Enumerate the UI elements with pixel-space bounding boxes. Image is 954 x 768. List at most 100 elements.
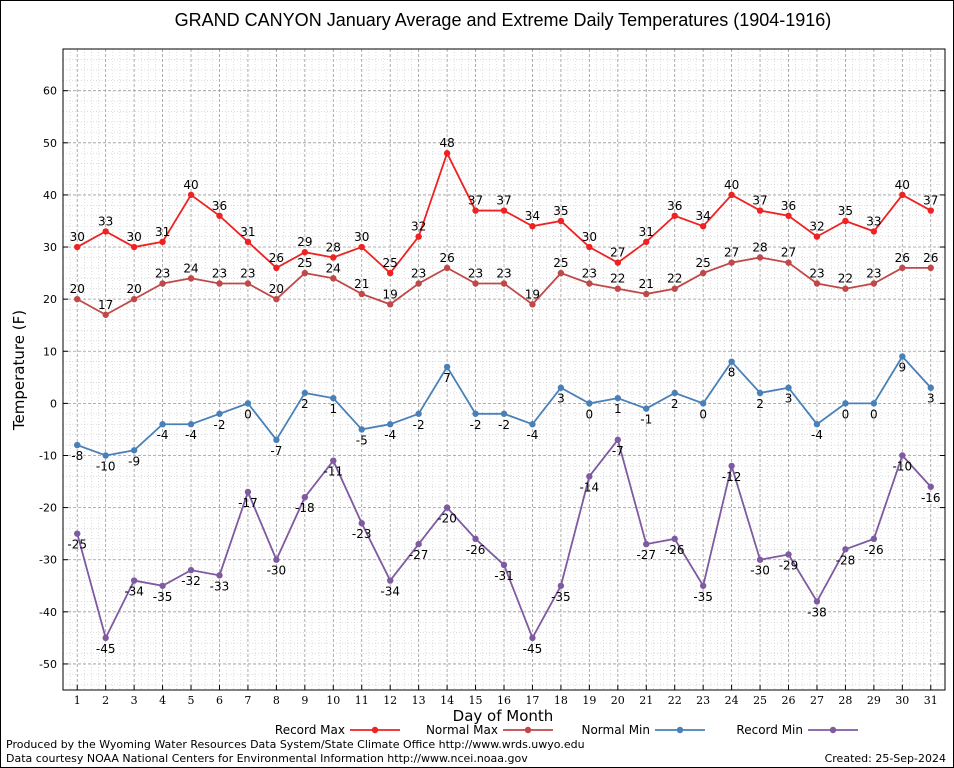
data-label: -7 xyxy=(270,444,282,458)
y-tick-label: -50 xyxy=(39,658,57,671)
data-label: 27 xyxy=(610,246,625,260)
data-point xyxy=(301,249,309,256)
data-point xyxy=(586,280,593,287)
data-label: 17 xyxy=(98,298,113,312)
legend-swatch-marker xyxy=(676,726,684,734)
y-tick-label: 10 xyxy=(43,345,57,358)
data-label: 9 xyxy=(899,360,907,374)
data-point xyxy=(358,243,365,251)
data-label: -5 xyxy=(356,433,368,447)
legend-label: Normal Max xyxy=(426,723,498,737)
data-point xyxy=(330,457,337,464)
y-tick-label: 20 xyxy=(43,293,57,306)
data-point xyxy=(273,436,280,444)
data-label: -38 xyxy=(807,605,827,619)
data-label: 2 xyxy=(756,397,764,411)
data-point xyxy=(614,394,622,402)
data-point xyxy=(870,400,878,407)
data-label: -45 xyxy=(523,642,543,656)
data-point xyxy=(472,535,479,543)
data-label: -25 xyxy=(67,538,87,552)
data-label: -10 xyxy=(96,459,116,473)
data-label: 31 xyxy=(240,225,255,239)
data-point xyxy=(756,254,764,261)
data-label: -2 xyxy=(470,418,482,432)
data-point xyxy=(899,353,906,360)
data-point xyxy=(728,191,735,199)
data-label: 20 xyxy=(126,282,141,296)
data-label: 23 xyxy=(809,267,824,281)
data-label: -9 xyxy=(128,454,140,468)
data-label: 33 xyxy=(98,214,113,228)
data-point xyxy=(500,410,508,417)
data-label: 30 xyxy=(582,230,597,244)
legend: Record Max Normal Max Normal Min Record Min xyxy=(275,723,858,737)
data-point xyxy=(643,238,650,246)
data-point xyxy=(301,493,309,501)
data-point xyxy=(102,228,109,235)
data-point xyxy=(273,264,280,272)
legend-label: Record Min xyxy=(736,723,803,737)
grid xyxy=(62,48,946,690)
x-tick-label: 26 xyxy=(782,694,796,707)
data-label: -26 xyxy=(665,543,685,557)
data-point xyxy=(927,264,934,272)
y-tick-label: 60 xyxy=(43,85,57,98)
data-point xyxy=(927,207,934,214)
data-label: -29 xyxy=(779,559,799,573)
data-label: 37 xyxy=(496,194,511,208)
data-point xyxy=(813,598,821,605)
data-label: 0 xyxy=(699,407,707,421)
data-point xyxy=(671,389,678,397)
x-tick-label: 15 xyxy=(469,694,483,707)
x-tick-label: 29 xyxy=(867,694,881,707)
data-point xyxy=(244,488,252,496)
data-point xyxy=(472,207,479,214)
data-label: -2 xyxy=(213,418,225,432)
data-label: -27 xyxy=(636,548,656,562)
data-label: 22 xyxy=(667,272,682,286)
data-label: 23 xyxy=(468,267,483,281)
x-tick-label: 11 xyxy=(355,694,369,707)
data-label: -30 xyxy=(750,564,770,578)
data-label: -27 xyxy=(409,548,429,562)
data-point xyxy=(643,540,650,548)
data-label: -4 xyxy=(157,428,169,442)
data-point xyxy=(756,389,764,397)
data-point xyxy=(699,400,707,407)
x-tick-label: 2 xyxy=(102,694,109,707)
data-label: 23 xyxy=(496,267,511,281)
data-point xyxy=(159,280,166,287)
data-point xyxy=(130,295,138,303)
data-point xyxy=(273,295,280,303)
data-label: 40 xyxy=(724,178,739,192)
y-tick-label: -40 xyxy=(39,606,57,619)
y-axis-label: Temperature (F) xyxy=(10,310,28,431)
data-label: -17 xyxy=(238,496,258,510)
data-point xyxy=(785,259,792,266)
data-point xyxy=(899,452,906,459)
x-tick-label: 31 xyxy=(924,694,938,707)
data-label: 26 xyxy=(895,251,910,265)
data-point xyxy=(386,577,394,584)
data-point xyxy=(756,556,764,563)
data-point xyxy=(358,290,365,298)
data-point xyxy=(358,520,365,527)
data-label: -4 xyxy=(811,428,823,442)
data-point xyxy=(443,363,451,371)
data-point xyxy=(443,150,451,157)
data-label: 2 xyxy=(671,397,679,411)
data-point xyxy=(216,572,223,579)
data-label: -14 xyxy=(580,480,600,494)
data-label: 21 xyxy=(354,277,369,291)
data-label: 37 xyxy=(752,194,767,208)
data-label: 20 xyxy=(269,282,284,296)
data-label: -26 xyxy=(466,543,486,557)
data-label: 26 xyxy=(923,251,938,265)
x-tick-label: 22 xyxy=(668,694,682,707)
data-point xyxy=(159,421,166,428)
data-point xyxy=(728,462,735,470)
data-point xyxy=(358,426,365,433)
data-point xyxy=(842,400,849,407)
